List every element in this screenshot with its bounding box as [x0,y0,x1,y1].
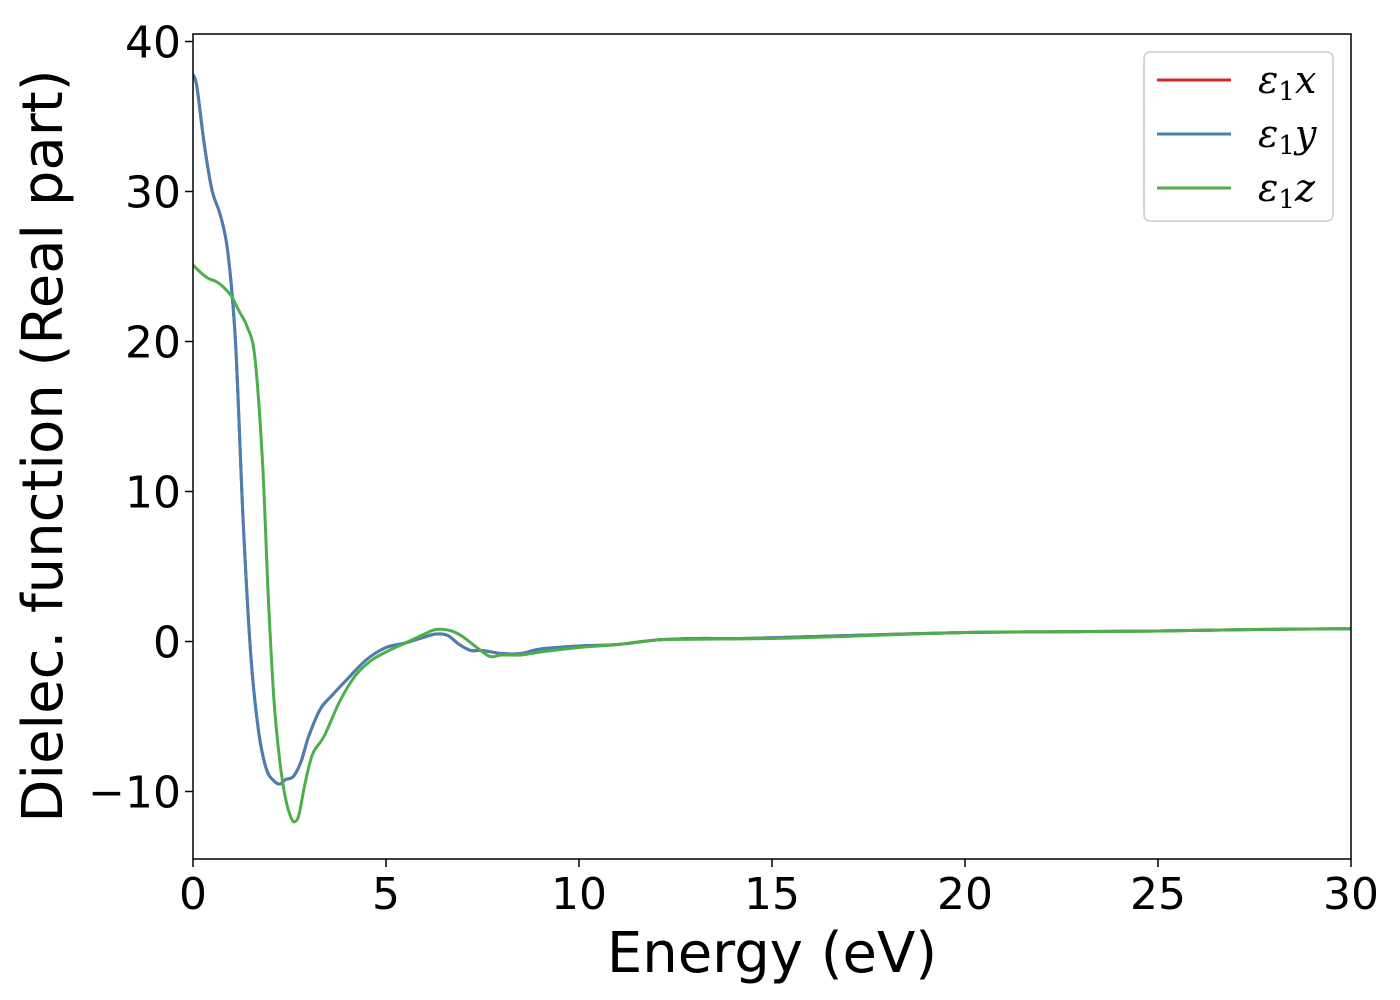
y-tick-label: 40 [125,18,181,69]
series-layer [193,73,1351,824]
x-tick-label: 20 [937,869,993,920]
legend-symbol: ε [1258,112,1278,156]
y-axis-label: Dielec. function (Real part) [11,69,76,822]
legend-symbol: ε [1258,166,1278,210]
x-tick-label: 10 [551,869,607,920]
x-axis: 0 5 10 15 20 25 30 [179,859,1379,920]
legend-box [1143,51,1334,222]
x-tick-label: 0 [179,869,207,920]
legend-subscript: 1 [1278,131,1295,161]
legend-subscript: 1 [1278,185,1295,215]
x-tick-label: 25 [1130,869,1186,920]
y-tick-label: 20 [125,318,181,369]
y-tick-label: −10 [88,768,181,819]
legend-label-z: ε1z [1258,166,1316,215]
x-tick-label: 30 [1323,869,1379,920]
y-tick-label: 30 [125,168,181,219]
y-tick-label: 10 [125,468,181,519]
y-axis: −10 0 10 20 30 40 [88,18,193,819]
legend-label-x: ε1x [1258,58,1316,107]
x-tick-label: 5 [372,869,400,920]
y-tick-label: 0 [153,618,181,669]
legend-component: y [1293,112,1317,156]
legend-component: z [1294,166,1316,210]
legend-subscript: 1 [1278,77,1295,107]
legend-component: x [1295,58,1316,102]
x-tick-label: 15 [744,869,800,920]
legend-symbol: ε [1258,58,1278,102]
x-axis-label: Energy (eV) [607,921,937,986]
series-line-z [193,263,1351,824]
legend-label-y: ε1y [1258,112,1317,161]
